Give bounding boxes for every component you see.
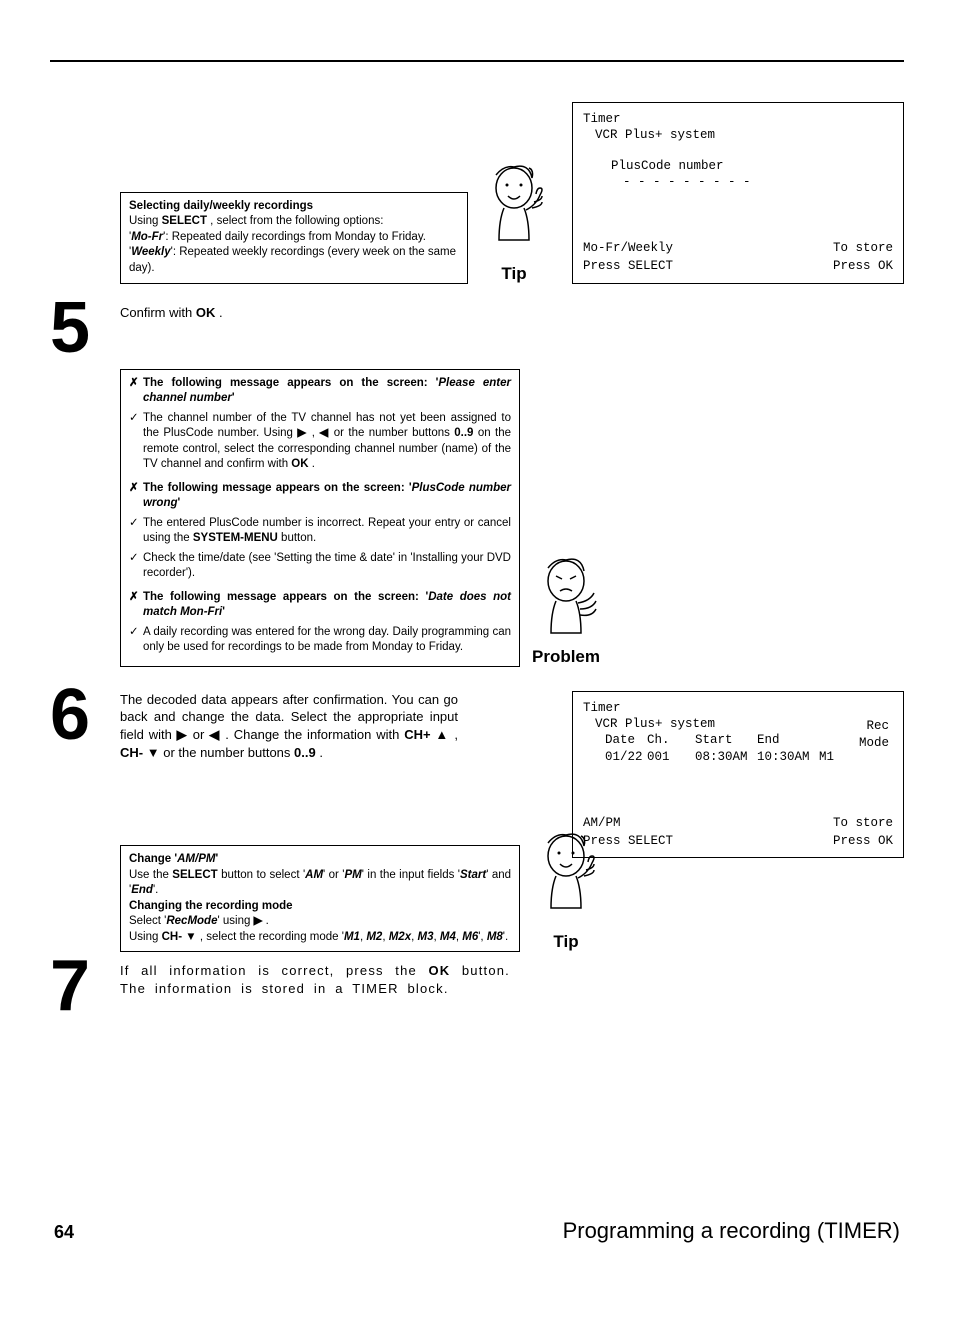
screen2-row: 01/22 001 08:30AM 10:30AM M1 [583, 749, 893, 765]
screen2-l1: Timer [583, 700, 893, 716]
screen1-l1: Timer [583, 111, 893, 127]
problem-label: Problem [532, 647, 600, 667]
tipbox1-line3: 'Weekly': Repeated weekly recordings (ev… [129, 245, 459, 276]
thumbs-up-icon [474, 160, 554, 260]
screen1-l2: VCR Plus+ system [583, 127, 893, 143]
screen1-foot1: Mo-Fr/WeeklyTo store [583, 240, 893, 256]
page-footer: 64 Programming a recording (TIMER) [50, 1218, 904, 1244]
thumbs-up-icon [526, 828, 606, 928]
problem1-head: The following message appears on the scr… [129, 376, 511, 407]
screen2-l2: VCR Plus+ system [583, 716, 893, 732]
row-problem: The following message appears on the scr… [50, 369, 904, 667]
step7-num: 7 [50, 956, 120, 1017]
problem2-body1: The entered PlusCode number is incorrect… [129, 516, 511, 547]
screen2-header: Date Ch. Start End RecMode [583, 732, 893, 748]
tipbox1-line2: 'Mo-Fr': Repeated daily recordings from … [129, 230, 459, 246]
screen-2: Timer VCR Plus+ system Date Ch. Start En… [572, 691, 904, 859]
screen1-l3: PlusCode number [583, 158, 893, 174]
tip-label-2: Tip [553, 932, 578, 952]
page-title: Programming a recording (TIMER) [563, 1218, 900, 1244]
problem3-head: The following message appears on the scr… [129, 590, 511, 621]
row-tip1: Selecting daily/weekly recordings Using … [50, 102, 904, 284]
tipbox2-t2: Changing the recording mode [129, 899, 511, 915]
page-number: 64 [54, 1222, 74, 1243]
step-5: 5 Confirm with OK . [50, 304, 904, 359]
top-rule [50, 60, 904, 62]
step5-num: 5 [50, 298, 120, 359]
tipbox2-l1: Use the SELECT button to select 'AM' or … [129, 868, 511, 899]
tipbox2-l3: Using CH- ▼ , select the recording mode … [129, 930, 511, 946]
confused-face-icon [526, 543, 606, 643]
problem1-body: The channel number of the TV channel has… [129, 411, 511, 473]
page: Selecting daily/weekly recordings Using … [0, 0, 954, 1284]
problem-icon: Problem [520, 543, 612, 667]
tipbox1-title: Selecting daily/weekly recordings [129, 199, 459, 215]
screen2-foot1: AM/PMTo store [583, 815, 893, 831]
tip-box-2: Change 'AM/PM' Use the SELECT button to … [120, 845, 520, 952]
step6-num: 6 [50, 685, 120, 746]
problem2-head: The following message appears on the scr… [129, 481, 511, 512]
tip-icon-1: Tip [468, 160, 560, 284]
step6-body: The decoded data appears after confirmat… [120, 691, 468, 761]
screen2-foot2: Press SELECTPress OK [583, 833, 893, 849]
screen1-foot2: Press SELECTPress OK [583, 258, 893, 274]
tipbox2-t1: Change 'AM/PM' [129, 852, 511, 868]
step-7: 7 If all information is correct, press t… [50, 962, 904, 1017]
tipbox1-line1: Using SELECT , select from the following… [129, 214, 459, 230]
screen-1: Timer VCR Plus+ system PlusCode number -… [572, 102, 904, 284]
screen1-l4: - - - - - - - - - [583, 174, 893, 190]
tip-box-1: Selecting daily/weekly recordings Using … [120, 192, 468, 284]
step7-body: If all information is correct, press the… [120, 962, 520, 997]
tipbox2-l2: Select 'RecMode' using ▶ . [129, 914, 511, 930]
problem-box: The following message appears on the scr… [120, 369, 520, 667]
tip-label-1: Tip [501, 264, 526, 284]
problem3-body: A daily recording was entered for the wr… [129, 625, 511, 656]
tip-icon-2: Tip [520, 828, 612, 952]
problem2-body2: Check the time/date (see 'Setting the ti… [129, 551, 511, 582]
step5-body: Confirm with OK . [120, 304, 610, 334]
